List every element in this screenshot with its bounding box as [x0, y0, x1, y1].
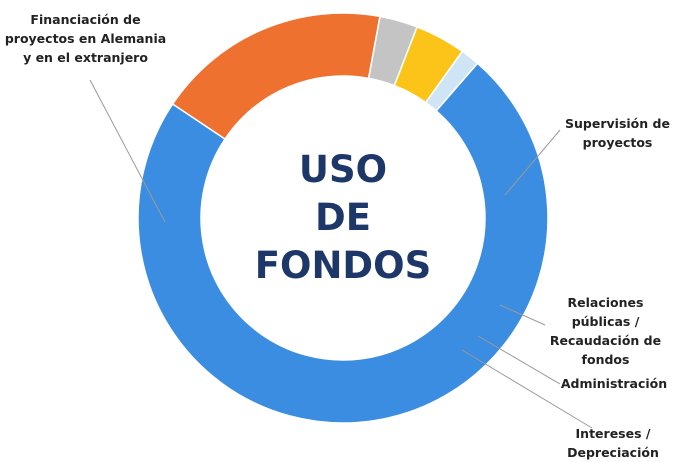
leader-line: [461, 349, 593, 429]
donut: [137, 12, 549, 424]
leader-line: [89, 79, 166, 223]
slice-label: Financiación de proyectos en Alemania y …: [4, 12, 167, 65]
leader-line: [504, 129, 561, 196]
slice-label: Administración: [560, 376, 668, 391]
donut-slice: [424, 50, 479, 112]
title-line: FONDOS: [255, 244, 432, 287]
slice-label: Supervisión de proyectos: [565, 116, 670, 150]
donut-slice: [171, 12, 381, 141]
slice-label: Relaciones públicas / Recaudación de fon…: [549, 295, 662, 367]
title-line: DE: [315, 196, 371, 239]
donut-slice: [137, 62, 549, 424]
leader-line: [477, 335, 561, 385]
title-line: USO: [299, 148, 387, 191]
leader-line: [499, 304, 546, 326]
slice-label: Intereses / Depreciación: [567, 426, 659, 460]
